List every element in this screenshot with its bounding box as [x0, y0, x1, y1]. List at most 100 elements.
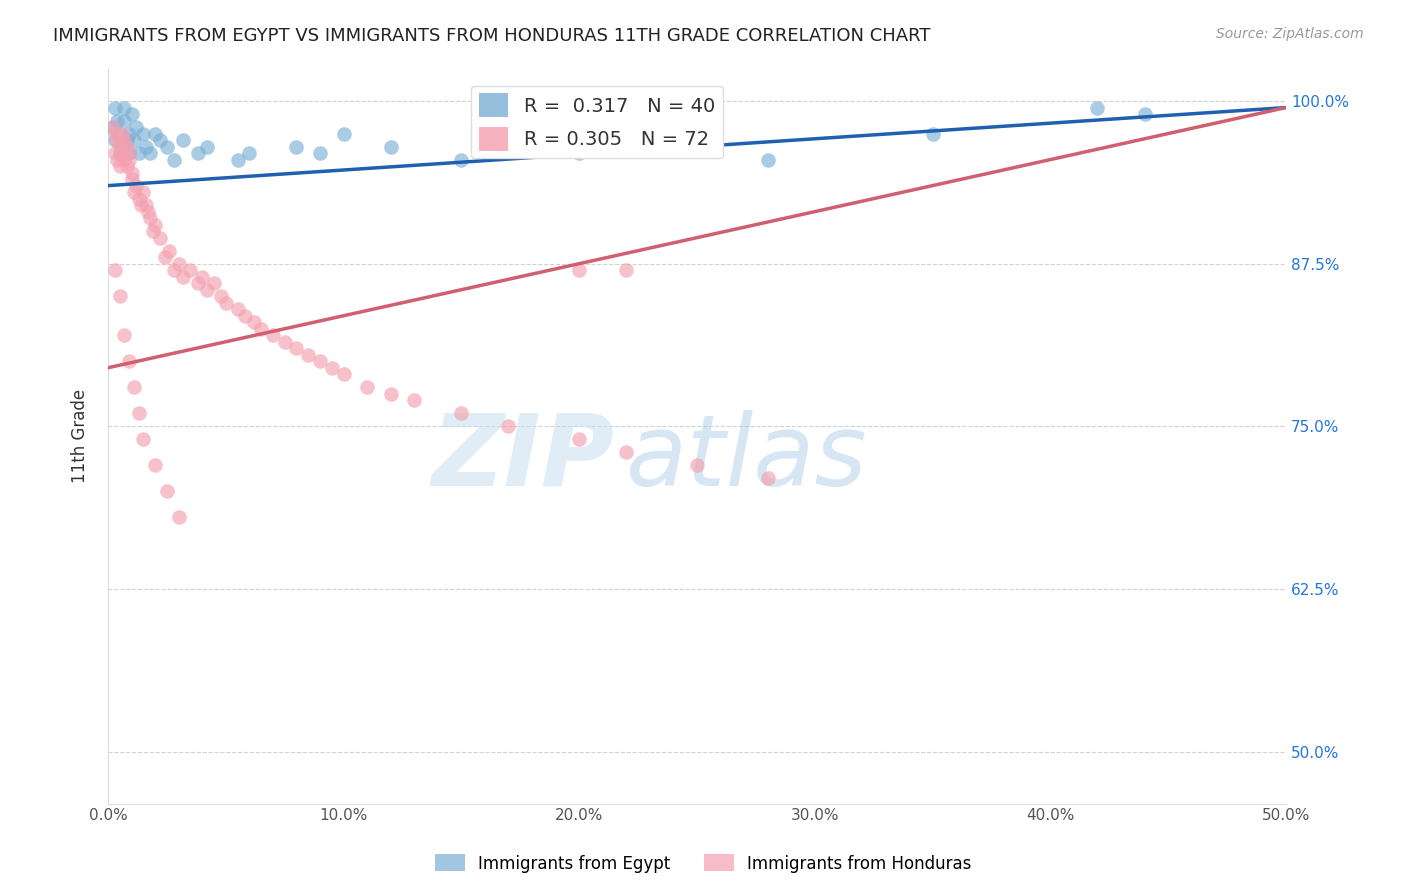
Point — [111, 139, 134, 153]
Point — [191, 269, 214, 284]
Point — [118, 146, 141, 161]
Point — [450, 153, 472, 167]
Point — [209, 289, 232, 303]
Point — [107, 133, 129, 147]
Point — [104, 263, 127, 277]
Point — [118, 153, 141, 167]
Point — [139, 146, 162, 161]
Point — [115, 139, 138, 153]
Point — [498, 419, 520, 434]
Text: IMMIGRANTS FROM EGYPT VS IMMIGRANTS FROM HONDURAS 11TH GRADE CORRELATION CHART: IMMIGRANTS FROM EGYPT VS IMMIGRANTS FROM… — [53, 27, 931, 45]
Point — [111, 127, 134, 141]
Point — [226, 153, 249, 167]
Point — [129, 198, 152, 212]
Point — [149, 133, 172, 147]
Point — [114, 133, 136, 147]
Point — [114, 328, 136, 343]
Y-axis label: 11th Grade: 11th Grade — [72, 389, 89, 483]
Point — [115, 159, 138, 173]
Point — [136, 204, 159, 219]
Text: atlas: atlas — [626, 409, 868, 507]
Point — [107, 153, 129, 167]
Point — [195, 139, 218, 153]
Point — [115, 133, 138, 147]
Point — [321, 360, 343, 375]
Point — [202, 276, 225, 290]
Point — [104, 101, 127, 115]
Point — [332, 368, 354, 382]
Point — [356, 380, 378, 394]
Point — [132, 433, 155, 447]
Point — [121, 107, 143, 121]
Point — [108, 127, 131, 141]
Point — [226, 302, 249, 317]
Point — [122, 133, 145, 147]
Point — [498, 133, 520, 147]
Point — [108, 146, 131, 161]
Point — [118, 146, 141, 161]
Point — [118, 354, 141, 368]
Point — [108, 159, 131, 173]
Point — [153, 250, 176, 264]
Point — [104, 133, 127, 147]
Point — [108, 289, 131, 303]
Legend: R =  0.317   N = 40, R = 0.305   N = 72: R = 0.317 N = 40, R = 0.305 N = 72 — [471, 86, 723, 158]
Point — [135, 139, 157, 153]
Point — [114, 101, 136, 115]
Point — [108, 139, 131, 153]
Point — [614, 445, 637, 459]
Point — [104, 146, 127, 161]
Point — [157, 244, 180, 258]
Point — [143, 458, 166, 473]
Point — [238, 146, 260, 161]
Point — [156, 484, 179, 499]
Point — [163, 263, 186, 277]
Point — [662, 139, 685, 153]
Point — [297, 348, 319, 362]
Point — [285, 341, 308, 355]
Point — [101, 120, 124, 134]
Point — [233, 309, 256, 323]
Point — [568, 433, 591, 447]
Point — [167, 257, 190, 271]
Point — [262, 328, 284, 343]
Point — [121, 166, 143, 180]
Point — [135, 198, 157, 212]
Point — [121, 172, 143, 186]
Point — [1133, 107, 1156, 121]
Point — [111, 146, 134, 161]
Point — [101, 120, 124, 134]
Legend: Immigrants from Egypt, Immigrants from Honduras: Immigrants from Egypt, Immigrants from H… — [427, 847, 979, 880]
Point — [756, 471, 779, 485]
Point — [128, 146, 150, 161]
Point — [139, 211, 162, 226]
Point — [172, 133, 194, 147]
Point — [128, 406, 150, 420]
Point — [921, 127, 943, 141]
Point — [107, 113, 129, 128]
Point — [132, 185, 155, 199]
Point — [122, 185, 145, 199]
Point — [179, 263, 201, 277]
Point — [309, 146, 332, 161]
Point — [143, 127, 166, 141]
Point — [568, 146, 591, 161]
Point — [156, 139, 179, 153]
Point — [167, 510, 190, 524]
Point — [125, 120, 148, 134]
Point — [122, 380, 145, 394]
Point — [250, 322, 273, 336]
Point — [186, 276, 208, 290]
Point — [163, 153, 186, 167]
Point — [195, 283, 218, 297]
Text: Source: ZipAtlas.com: Source: ZipAtlas.com — [1216, 27, 1364, 41]
Point — [332, 127, 354, 141]
Point — [215, 295, 238, 310]
Point — [568, 263, 591, 277]
Point — [614, 263, 637, 277]
Point — [118, 127, 141, 141]
Point — [756, 153, 779, 167]
Point — [243, 315, 266, 329]
Point — [114, 113, 136, 128]
Point — [143, 218, 166, 232]
